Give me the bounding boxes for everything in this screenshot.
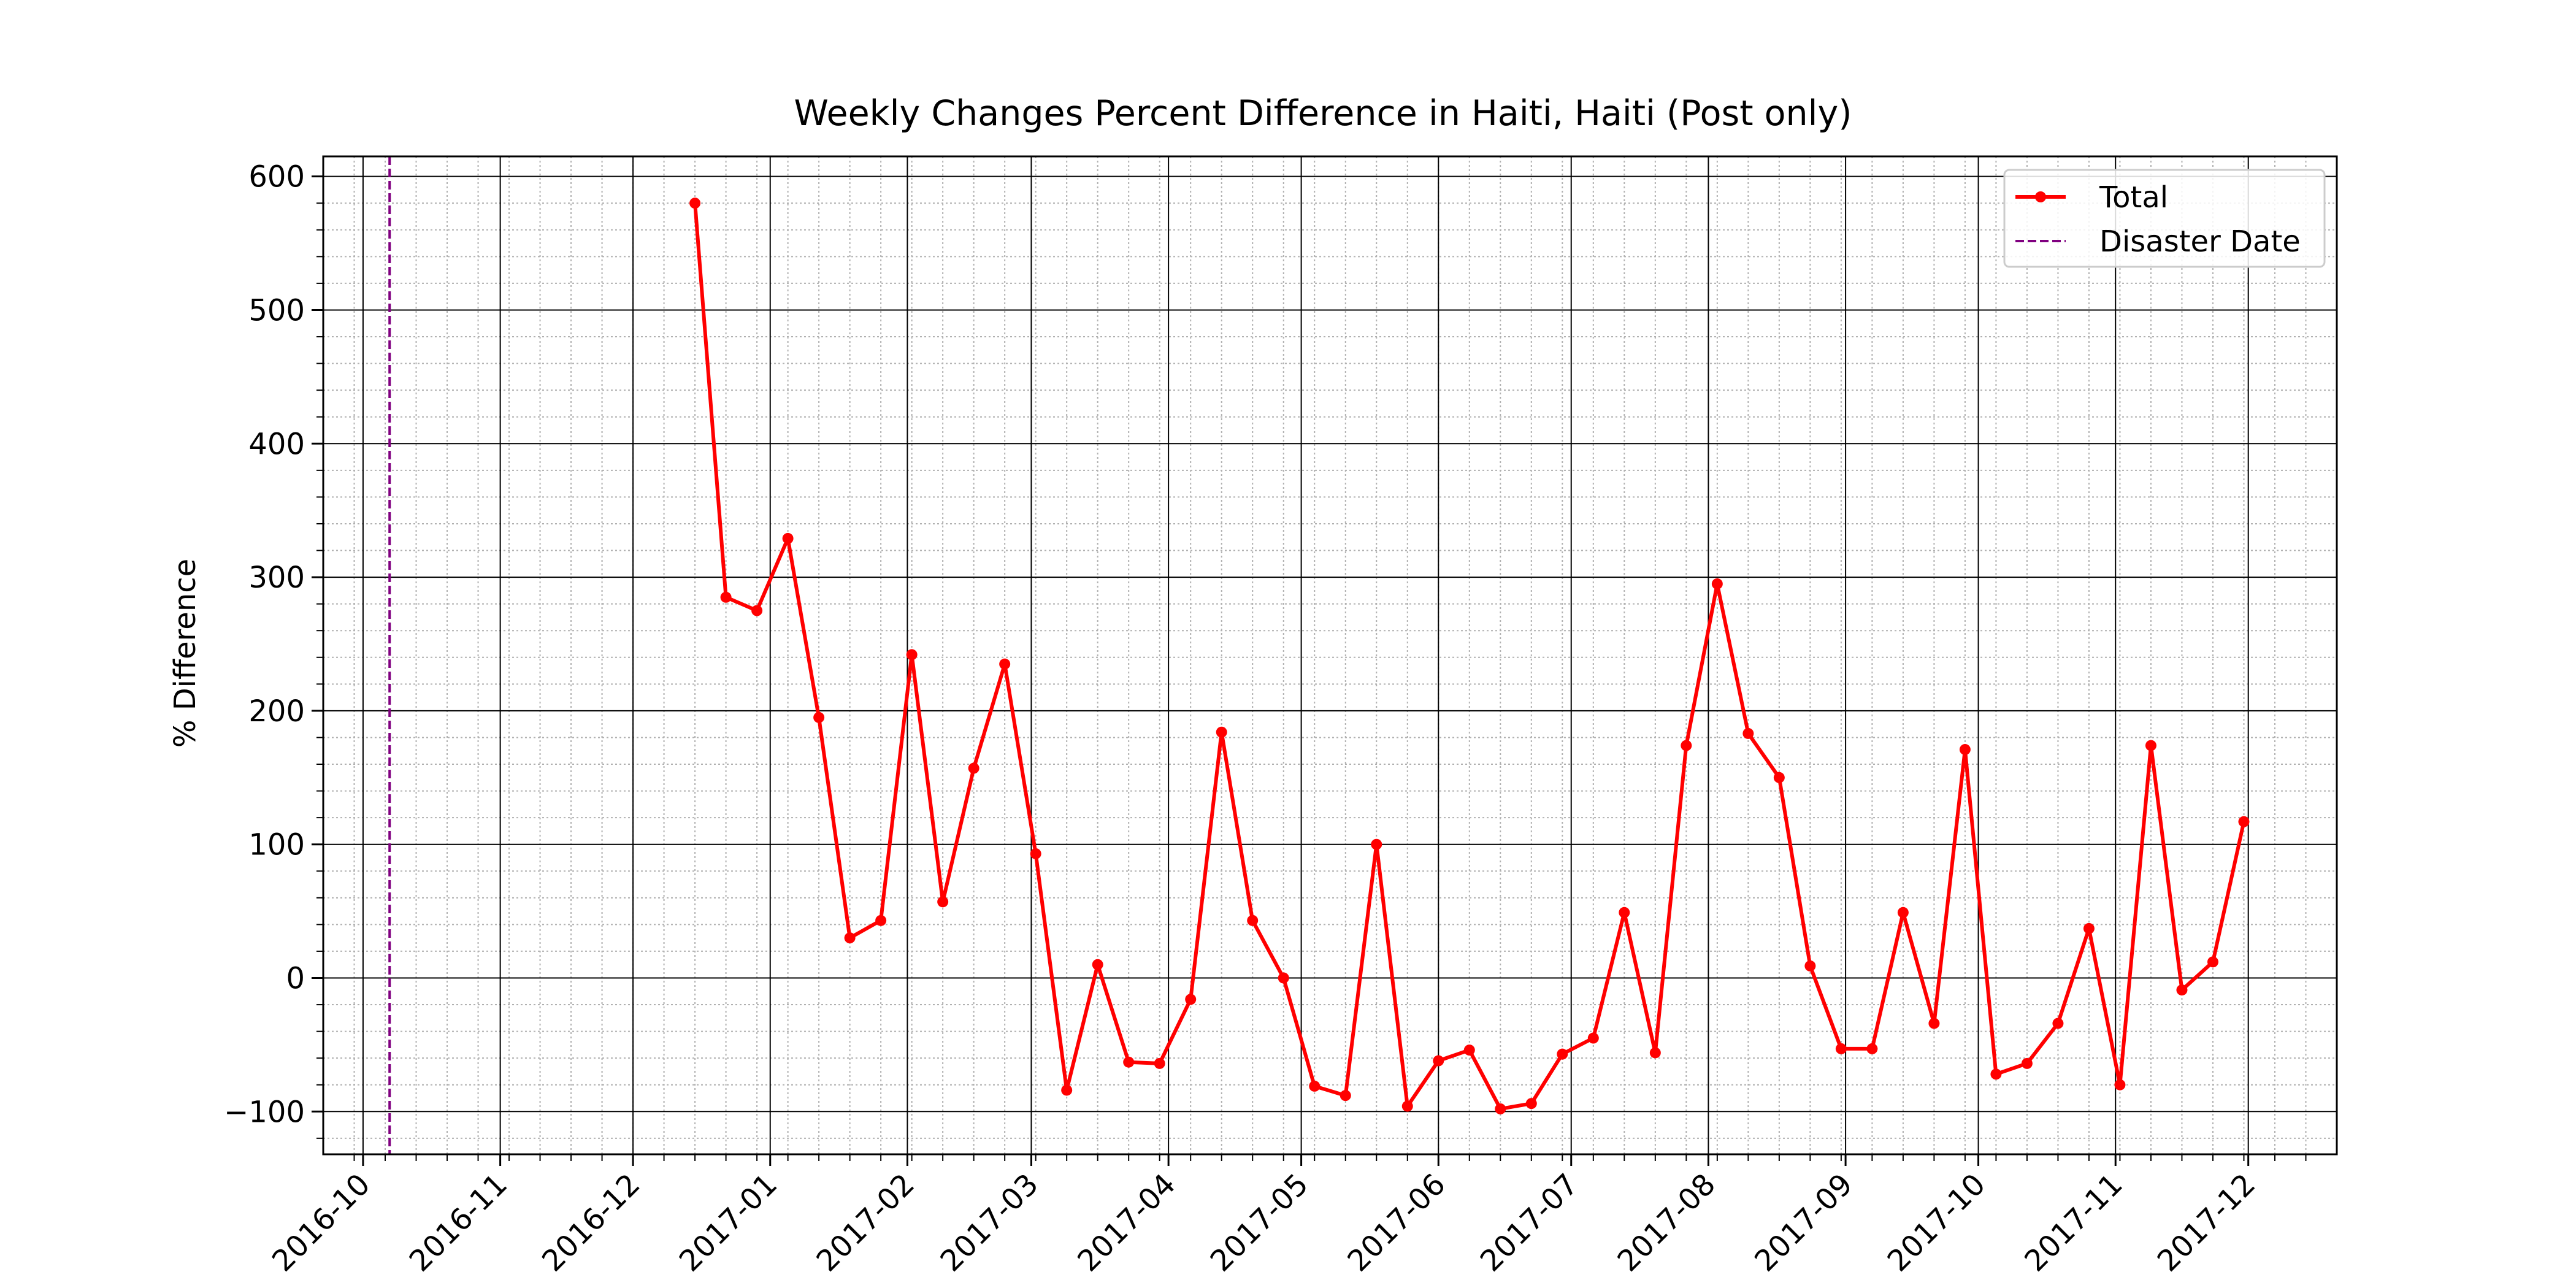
total-data-point xyxy=(1897,907,1909,918)
y-tick-label: 100 xyxy=(248,828,305,862)
total-data-point xyxy=(2176,984,2188,996)
total-data-point xyxy=(1525,1098,1537,1110)
total-data-point xyxy=(1742,727,1754,739)
legend-label: Total xyxy=(2099,180,2168,215)
total-data-point xyxy=(1247,914,1259,926)
total-data-point xyxy=(844,932,856,944)
total-data-point xyxy=(2238,816,2250,827)
total-data-point xyxy=(2114,1079,2126,1091)
y-tick-label: 0 xyxy=(286,961,305,995)
total-data-point xyxy=(1092,959,1103,970)
total-data-point xyxy=(1711,578,1723,589)
chart-title: Weekly Changes Percent Difference in Hai… xyxy=(794,93,1852,134)
total-data-point xyxy=(1061,1084,1073,1096)
total-data-point xyxy=(1030,848,1041,859)
y-tick-label: 400 xyxy=(248,427,305,461)
total-data-point xyxy=(1463,1045,1475,1056)
total-data-point xyxy=(2145,740,2156,751)
total-data-point xyxy=(1185,994,1197,1005)
total-data-point xyxy=(875,914,887,926)
total-data-point xyxy=(1340,1090,1351,1102)
legend-label: Disaster Date xyxy=(2099,224,2301,259)
total-data-point xyxy=(1649,1047,1661,1059)
y-axis-label: % Difference xyxy=(168,559,202,748)
y-tick-label: 200 xyxy=(248,694,305,729)
total-data-point xyxy=(1866,1043,1878,1054)
total-data-point xyxy=(1401,1100,1413,1112)
total-data-point xyxy=(1123,1056,1135,1068)
total-data-point xyxy=(1990,1068,2002,1080)
total-data-point xyxy=(813,711,825,723)
y-tick-label: 500 xyxy=(248,293,305,328)
total-data-point xyxy=(1433,1055,1444,1067)
total-data-point xyxy=(2083,922,2095,934)
total-data-point xyxy=(782,532,794,544)
total-data-point xyxy=(1773,772,1785,783)
y-tick-label: −100 xyxy=(224,1095,305,1129)
total-data-point xyxy=(1278,972,1289,984)
total-data-point xyxy=(937,896,949,908)
legend-box xyxy=(2003,169,2326,268)
total-data-point xyxy=(1557,1048,1568,1060)
total-data-point xyxy=(1681,740,1692,751)
y-tick-label: 300 xyxy=(248,561,305,595)
total-data-point xyxy=(1309,1080,1321,1092)
y-tick-label: 600 xyxy=(248,160,305,194)
total-data-point xyxy=(999,658,1011,670)
legend-total-marker xyxy=(2035,191,2046,202)
total-data-point xyxy=(751,605,763,616)
total-data-point xyxy=(1495,1103,1506,1114)
total-data-point xyxy=(689,197,701,209)
plot-area-frame xyxy=(322,155,2338,1156)
total-data-point xyxy=(2021,1057,2033,1069)
total-data-point xyxy=(2052,1018,2064,1029)
total-data-point xyxy=(1371,838,1382,850)
total-data-point xyxy=(968,762,979,774)
total-data-point xyxy=(1154,1057,1165,1069)
total-data-point xyxy=(720,591,732,603)
total-data-point xyxy=(1804,960,1816,972)
total-data-point xyxy=(1835,1043,1847,1054)
total-data-point xyxy=(1928,1018,1940,1029)
total-data-point xyxy=(2207,956,2218,968)
total-data-point xyxy=(1587,1032,1599,1044)
total-data-point xyxy=(1959,744,1971,756)
total-data-point xyxy=(906,649,918,661)
legend: Total Disaster Date xyxy=(2003,169,2326,268)
total-data-point xyxy=(1216,726,1227,738)
total-data-point xyxy=(1619,907,1630,918)
